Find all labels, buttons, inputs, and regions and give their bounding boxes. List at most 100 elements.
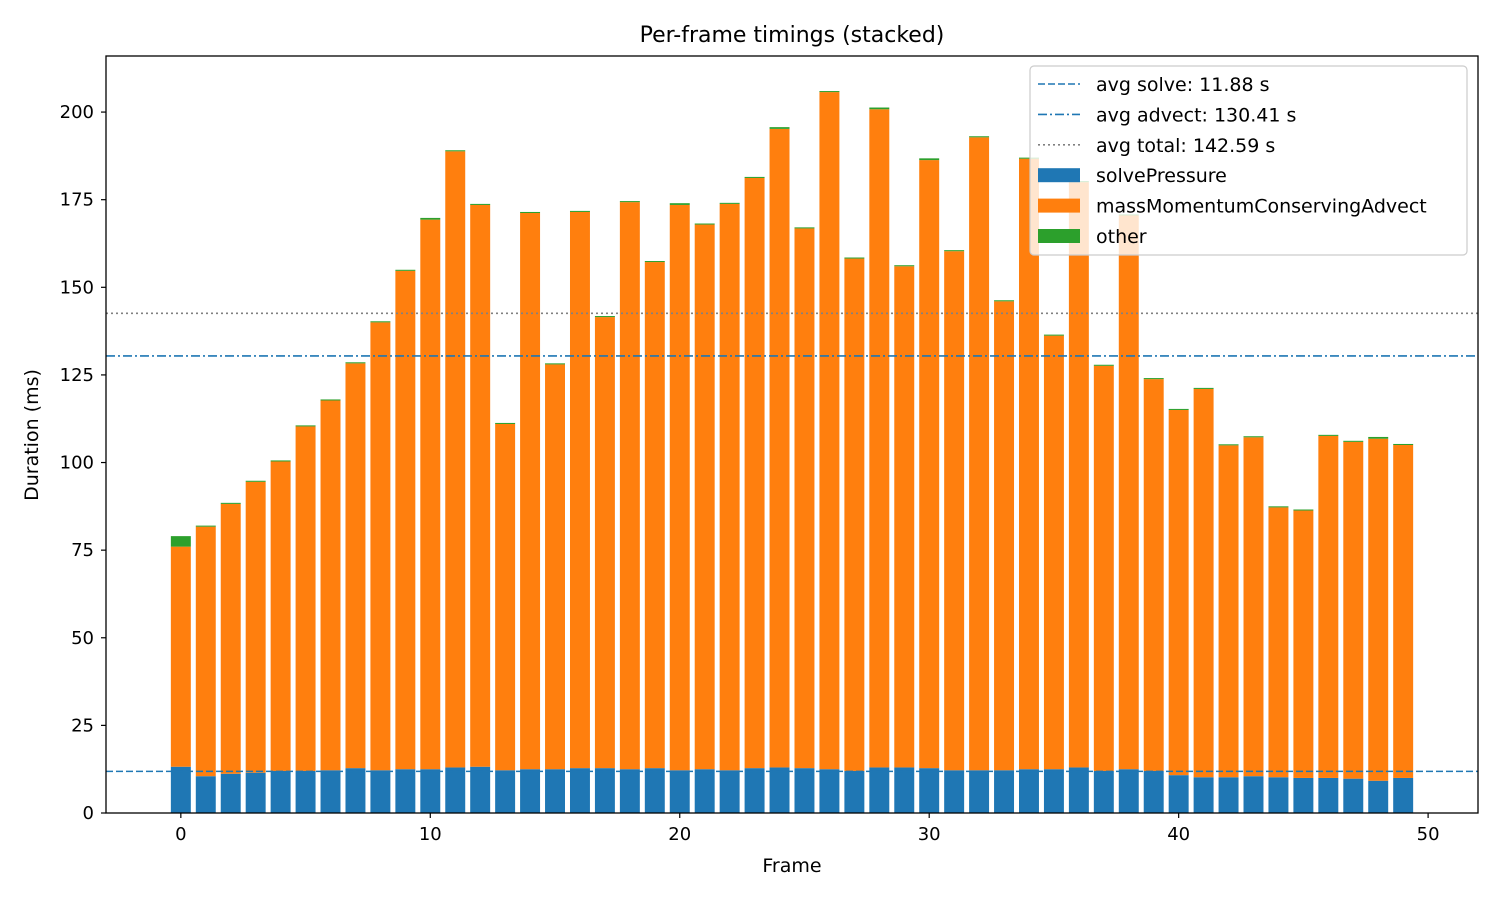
bar-solvePressure-frame-32 bbox=[969, 770, 990, 813]
bar-massMomentumConservingAdvect-frame-42 bbox=[1218, 445, 1239, 778]
bar-other-frame-41 bbox=[1193, 387, 1214, 389]
bar-massMomentumConservingAdvect-frame-7 bbox=[345, 363, 366, 769]
bar-massMomentumConservingAdvect-frame-1 bbox=[195, 526, 216, 777]
bar-solvePressure-frame-7 bbox=[345, 768, 366, 813]
bar-massMomentumConservingAdvect-frame-44 bbox=[1268, 507, 1289, 778]
bar-solvePressure-frame-15 bbox=[545, 769, 565, 813]
bar-solvePressure-frame-21 bbox=[694, 769, 715, 813]
bar-solvePressure-frame-43 bbox=[1243, 776, 1264, 813]
bar-massMomentumConservingAdvect-frame-32 bbox=[969, 137, 990, 771]
bar-massMomentumConservingAdvect-frame-49 bbox=[1393, 445, 1414, 778]
bar-other-frame-10 bbox=[420, 217, 441, 220]
bar-solvePressure-frame-16 bbox=[569, 768, 590, 813]
bar-other-frame-47 bbox=[1343, 440, 1364, 442]
bar-solvePressure-frame-48 bbox=[1368, 780, 1389, 813]
bar-solvePressure-frame-1 bbox=[195, 776, 216, 813]
bar-massMomentumConservingAdvect-frame-12 bbox=[470, 204, 491, 767]
bar-massMomentumConservingAdvect-frame-46 bbox=[1318, 435, 1339, 778]
bar-solvePressure-frame-28 bbox=[869, 767, 890, 813]
bar-solvePressure-frame-27 bbox=[844, 770, 865, 813]
bar-solvePressure-frame-4 bbox=[270, 770, 291, 813]
bar-massMomentumConservingAdvect-frame-47 bbox=[1343, 441, 1364, 779]
legend-label-massMomentumConservingAdvect: massMomentumConservingAdvect bbox=[1096, 196, 1427, 218]
bar-massMomentumConservingAdvect-frame-30 bbox=[919, 160, 940, 769]
bars-layer bbox=[170, 91, 1414, 813]
bar-other-frame-24 bbox=[769, 127, 790, 129]
chart-title: Per-frame timings (stacked) bbox=[640, 23, 945, 48]
bar-solvePressure-frame-30 bbox=[919, 768, 940, 813]
legend-patch-massMomentumConservingAdvect bbox=[1038, 198, 1080, 213]
legend-patch-other bbox=[1038, 229, 1080, 243]
bar-other-frame-4 bbox=[270, 460, 291, 462]
bar-other-frame-1 bbox=[195, 525, 216, 527]
bar-solvePressure-frame-29 bbox=[894, 767, 915, 813]
bar-massMomentumConservingAdvect-frame-11 bbox=[445, 151, 466, 768]
bar-solvePressure-frame-35 bbox=[1043, 769, 1064, 813]
y-tick-label-100: 100 bbox=[60, 453, 94, 474]
reference-lines-layer bbox=[106, 312, 1478, 773]
bar-other-frame-14 bbox=[520, 211, 541, 214]
bar-massMomentumConservingAdvect-frame-36 bbox=[1068, 182, 1089, 768]
bar-other-frame-20 bbox=[669, 203, 690, 205]
bar-solvePressure-frame-20 bbox=[669, 770, 690, 813]
bar-solvePressure-frame-49 bbox=[1393, 777, 1414, 813]
bar-other-frame-25 bbox=[794, 227, 815, 229]
bar-other-frame-33 bbox=[994, 300, 1015, 302]
bar-solvePressure-frame-14 bbox=[520, 769, 541, 813]
legend-label-reference-2: avg total: 142.59 s bbox=[1096, 135, 1275, 157]
bar-solvePressure-frame-41 bbox=[1193, 777, 1214, 813]
bar-other-frame-37 bbox=[1093, 364, 1114, 366]
bar-other-frame-31 bbox=[944, 250, 965, 252]
bar-massMomentumConservingAdvect-frame-43 bbox=[1243, 437, 1264, 777]
y-tick-label-75: 75 bbox=[71, 540, 94, 561]
bar-solvePressure-frame-37 bbox=[1093, 770, 1114, 813]
bar-other-frame-48 bbox=[1368, 436, 1389, 439]
y-tick-label-50: 50 bbox=[71, 628, 94, 649]
bar-other-frame-39 bbox=[1143, 378, 1164, 380]
bar-massMomentumConservingAdvect-frame-19 bbox=[644, 262, 665, 769]
legend-label-reference-0: avg solve: 11.88 s bbox=[1096, 74, 1270, 96]
legend-label-solvePressure: solvePressure bbox=[1096, 165, 1227, 187]
bar-other-frame-44 bbox=[1268, 506, 1289, 508]
x-axis-label: Frame bbox=[762, 855, 821, 877]
bar-massMomentumConservingAdvect-frame-38 bbox=[1118, 215, 1139, 770]
bar-other-frame-49 bbox=[1393, 443, 1414, 446]
bar-solvePressure-frame-22 bbox=[719, 770, 740, 813]
y-axis-label: Duration (ms) bbox=[21, 369, 43, 501]
bar-other-frame-19 bbox=[644, 261, 665, 263]
bar-massMomentumConservingAdvect-frame-15 bbox=[545, 364, 565, 770]
y-tick-label-150: 150 bbox=[60, 277, 94, 298]
bar-other-frame-30 bbox=[919, 158, 940, 161]
bar-other-frame-34 bbox=[1019, 157, 1039, 159]
bar-massMomentumConservingAdvect-frame-9 bbox=[395, 270, 416, 770]
bar-solvePressure-frame-9 bbox=[395, 769, 416, 813]
bar-other-frame-11 bbox=[445, 150, 466, 152]
bar-massMomentumConservingAdvect-frame-6 bbox=[320, 400, 341, 771]
bar-solvePressure-frame-45 bbox=[1293, 777, 1314, 813]
bar-massMomentumConservingAdvect-frame-0 bbox=[170, 546, 191, 767]
x-tick-label-0: 0 bbox=[175, 824, 186, 845]
bar-other-frame-21 bbox=[694, 223, 715, 225]
bar-massMomentumConservingAdvect-frame-33 bbox=[994, 301, 1015, 771]
bar-solvePressure-frame-8 bbox=[370, 770, 391, 813]
bar-solvePressure-frame-34 bbox=[1019, 769, 1039, 813]
y-tick-label-125: 125 bbox=[60, 365, 94, 386]
bar-solvePressure-frame-42 bbox=[1218, 777, 1239, 813]
bar-other-frame-29 bbox=[894, 265, 915, 267]
plot-frame bbox=[105, 55, 1479, 814]
y-tick-label-200: 200 bbox=[60, 102, 94, 123]
x-tick-label-30: 30 bbox=[918, 824, 941, 845]
y-tick-label-0: 0 bbox=[83, 803, 94, 824]
bar-other-frame-45 bbox=[1293, 509, 1314, 511]
bar-other-frame-5 bbox=[295, 425, 316, 427]
bar-massMomentumConservingAdvect-frame-48 bbox=[1368, 438, 1389, 781]
bar-massMomentumConservingAdvect-frame-10 bbox=[420, 219, 441, 770]
bar-massMomentumConservingAdvect-frame-26 bbox=[819, 92, 840, 770]
bar-massMomentumConservingAdvect-frame-18 bbox=[619, 202, 640, 770]
x-tick-label-10: 10 bbox=[419, 824, 442, 845]
bar-massMomentumConservingAdvect-frame-41 bbox=[1193, 388, 1214, 778]
bar-solvePressure-frame-33 bbox=[994, 770, 1015, 813]
bar-massMomentumConservingAdvect-frame-8 bbox=[370, 322, 391, 771]
bar-massMomentumConservingAdvect-frame-31 bbox=[944, 251, 965, 771]
bar-other-frame-32 bbox=[969, 136, 990, 138]
